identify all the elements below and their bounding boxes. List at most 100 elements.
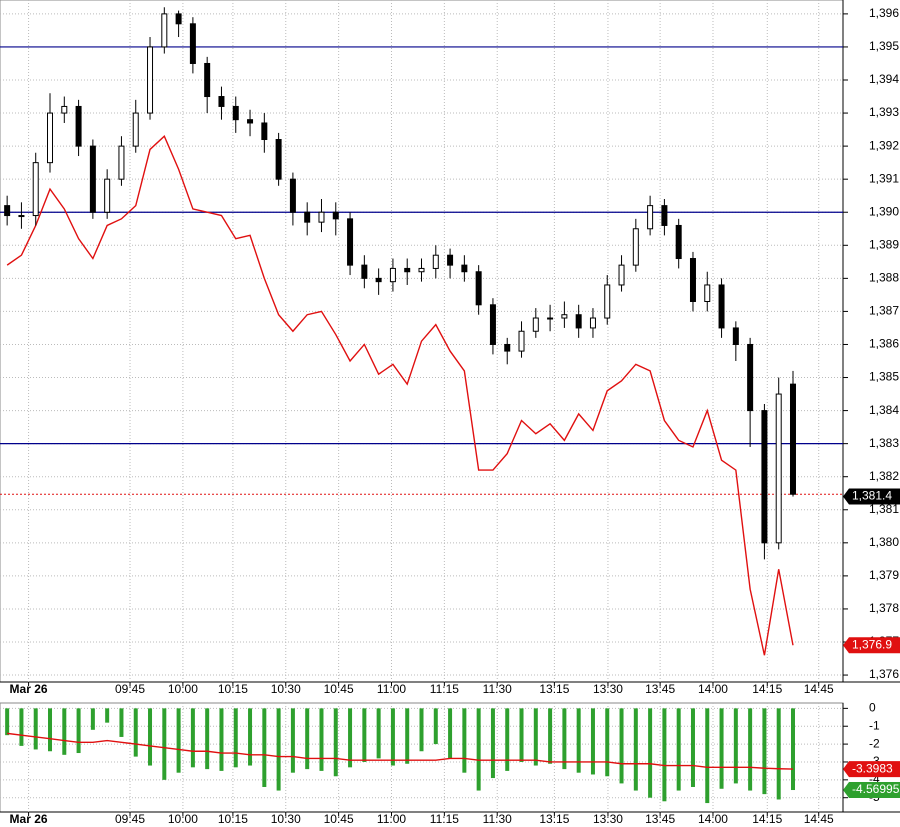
x-tick-label: 13:45 <box>645 682 675 696</box>
candle-body <box>175 13 182 25</box>
y-tick-label: -1 <box>869 718 880 732</box>
candle-body <box>747 343 754 412</box>
x-tick-label: 11:30 <box>483 682 512 696</box>
x-tick-label: 11:00 <box>377 812 406 826</box>
candle-body <box>232 105 239 121</box>
x-tick-label: 10:30 <box>271 682 301 696</box>
candle-body <box>689 258 696 302</box>
y-tick-label: -4 <box>869 772 880 786</box>
line-series <box>7 732 794 770</box>
y-tick-label: 1,389 <box>869 237 899 251</box>
candle-body <box>75 105 82 147</box>
y-tick-label: 1,382 <box>869 469 899 483</box>
bar <box>162 708 167 780</box>
bar <box>176 708 181 773</box>
y-tick-label: 1,390 <box>869 204 899 218</box>
x-tick-label: 14:00 <box>698 682 728 696</box>
candle-body <box>575 314 582 329</box>
x-tick-label: 10:00 <box>168 812 198 826</box>
x-tick-label: Mar 26 <box>10 682 48 696</box>
y-tick-label: 1,378 <box>869 601 899 615</box>
bar <box>533 708 538 766</box>
candle-body <box>61 105 68 114</box>
candle-body <box>775 393 782 544</box>
bar <box>705 708 710 804</box>
candle-body <box>518 330 525 352</box>
bar <box>676 708 681 791</box>
bar <box>119 708 124 737</box>
y-tick-label: 1,391 <box>869 171 899 185</box>
x-tick-label: 11:30 <box>483 812 512 826</box>
bar <box>48 708 53 752</box>
x-tick-label: 10:45 <box>324 812 354 826</box>
x-tick-label: 14:15 <box>752 812 782 826</box>
bar <box>476 708 481 791</box>
candle-body <box>647 205 654 230</box>
x-tick-label: 10:30 <box>271 812 301 826</box>
candle-body <box>4 205 11 217</box>
y-tick-label: 1,381 <box>869 502 899 516</box>
candle-body <box>275 139 282 180</box>
x-tick-label: 11:00 <box>377 682 406 696</box>
bar <box>233 708 238 768</box>
y-tick-label: 1,386 <box>869 337 899 351</box>
bar <box>148 708 153 766</box>
bar <box>348 708 353 768</box>
bar <box>133 708 138 757</box>
y-tick-label: 1,384 <box>869 403 899 417</box>
x-tick-label: 10:15 <box>218 682 248 696</box>
candle-body <box>404 267 411 273</box>
bar <box>719 708 724 789</box>
bar <box>333 708 338 777</box>
candle-body <box>632 228 639 266</box>
candle-body <box>104 178 111 213</box>
value-label: 1,381.4 <box>852 489 892 503</box>
candle-body <box>604 284 611 319</box>
x-tick-label: 14:15 <box>752 682 782 696</box>
x-tick-label: Mar 26 <box>10 812 48 826</box>
candle-body <box>732 327 739 345</box>
x-tick-label: 13:15 <box>539 812 569 826</box>
candle-body <box>618 264 625 286</box>
candle-body <box>361 264 368 279</box>
candle-body <box>332 211 339 220</box>
bar <box>219 708 224 771</box>
bar <box>619 708 624 784</box>
bar <box>776 708 781 800</box>
value-label-box <box>843 488 900 505</box>
candle-body <box>461 264 468 273</box>
candle-body <box>161 13 168 48</box>
candle-body <box>375 277 382 283</box>
value-label-box <box>843 761 900 778</box>
bar <box>248 708 253 766</box>
bar <box>590 708 595 775</box>
x-tick-label: 10:45 <box>324 682 354 696</box>
y-tick-label: 1,387 <box>869 304 899 318</box>
x-tick-label: 11:15 <box>430 682 459 696</box>
y-tick-label: 0 <box>869 701 876 715</box>
x-tick-label: 14:45 <box>804 812 834 826</box>
candle-body <box>418 267 425 273</box>
x-tick-label: 13:30 <box>593 682 623 696</box>
value-label: 1,376.9 <box>852 637 892 651</box>
bar <box>548 708 553 764</box>
bar <box>376 708 381 759</box>
bar <box>76 708 81 754</box>
bar <box>105 708 110 723</box>
bar <box>505 708 510 771</box>
candle-body <box>718 284 725 329</box>
line-series <box>6 135 794 656</box>
candle-body <box>132 112 139 147</box>
x-tick-label: 13:30 <box>593 812 623 826</box>
y-tick-label: 1,392 <box>869 138 899 152</box>
y-tick-label: 1,395 <box>869 39 899 53</box>
candle-body <box>704 284 711 302</box>
candle-body <box>475 271 482 306</box>
x-tick-label: 09:45 <box>115 812 145 826</box>
y-tick-label: 1,394 <box>869 72 899 86</box>
y-tick-label: 1,396 <box>869 6 899 20</box>
candle-body <box>204 62 211 98</box>
bar <box>405 708 410 764</box>
y-tick-label: 1,393 <box>869 105 899 119</box>
